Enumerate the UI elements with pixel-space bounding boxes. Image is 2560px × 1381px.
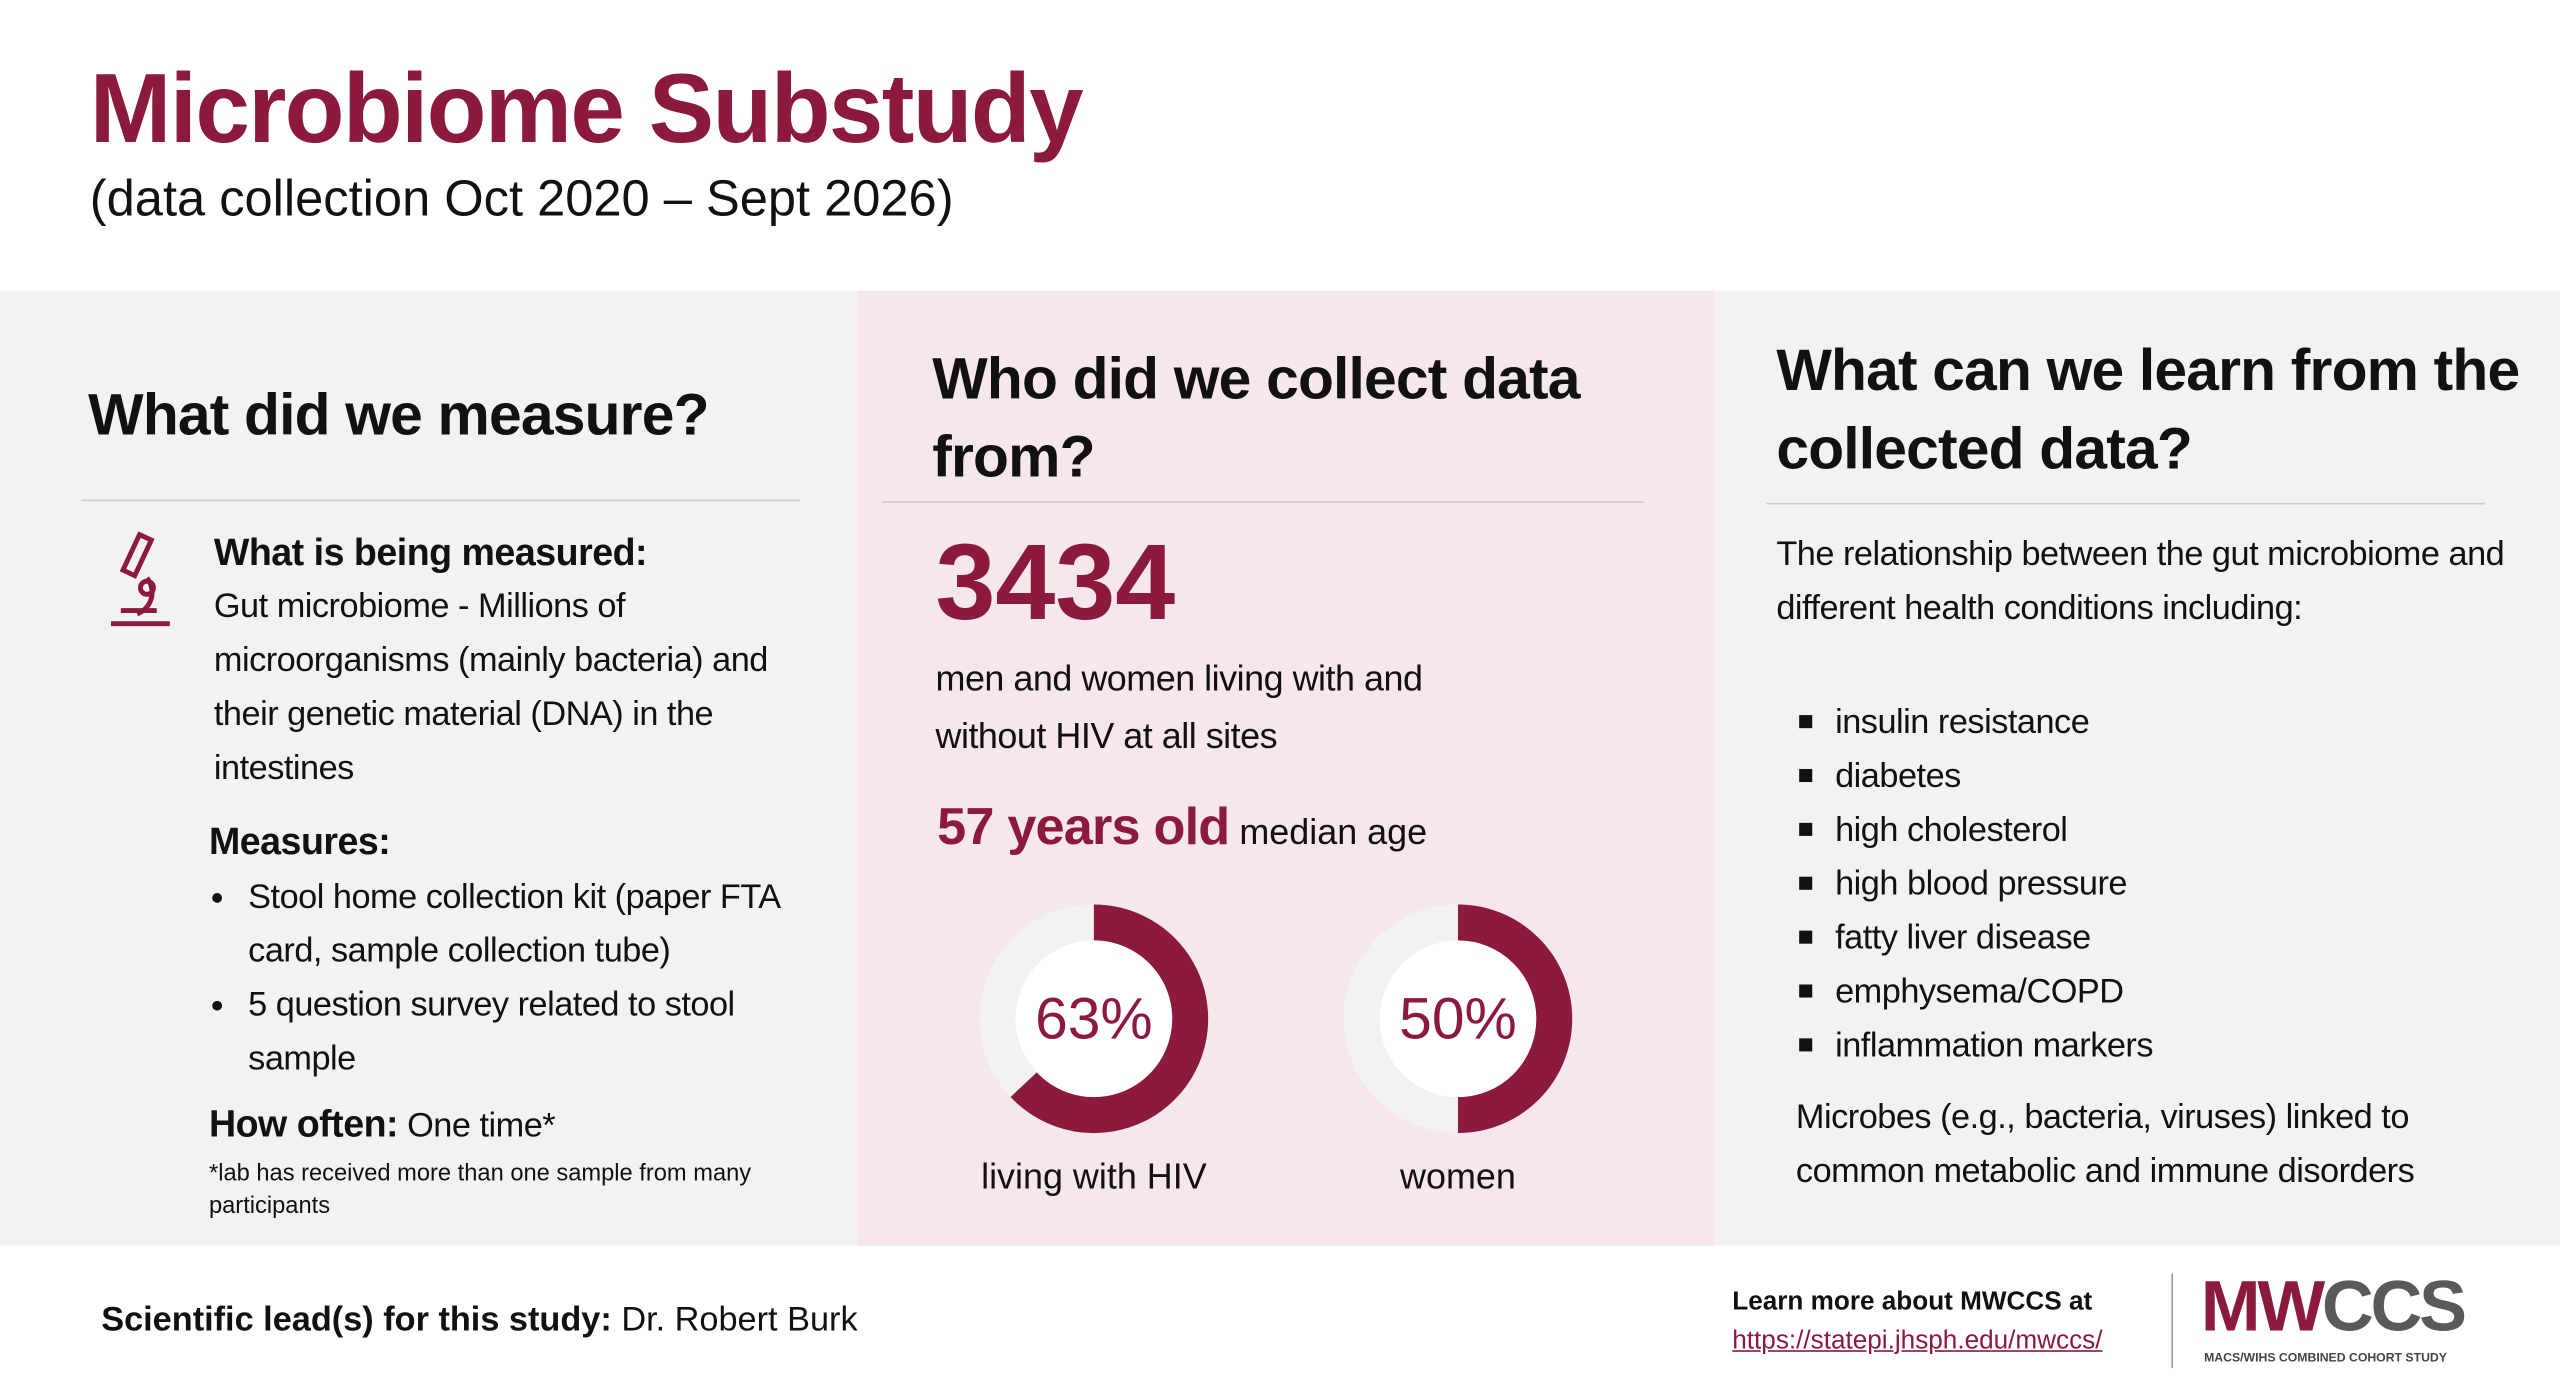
divider [1766, 502, 2485, 505]
what-text: Gut microbiome - Millions of microorgani… [213, 587, 768, 787]
age: 57 years old median age [937, 797, 1427, 857]
measures-list: Stool home collection kit (paper FTA car… [209, 870, 813, 1086]
donut: 63% [979, 904, 1209, 1134]
logo: MWCCS [2200, 1266, 2467, 1349]
who-panel [857, 290, 1715, 1246]
donut-label: 63% [1035, 986, 1153, 1051]
participant-count: 3434 [935, 520, 1176, 642]
logo-right: CCS [2321, 1266, 2467, 1347]
learn-intro: The relationship between the gut microbi… [1776, 535, 2505, 627]
logo-left: MW [2200, 1266, 2325, 1347]
donut-inner [1015, 940, 1173, 1098]
section-heading: What can we learn from the collected dat… [1776, 336, 2520, 482]
donut-inner [1379, 940, 1537, 1098]
measures-label: Measures: [208, 819, 391, 863]
donut: 50% [1343, 904, 1573, 1134]
logo-tagline: MACS/WIHS COMBINED COHORT STUDY [2204, 1350, 2447, 1365]
condition-item: diabetes [1776, 749, 2153, 803]
learn-more: Learn more about MWCCS at [1732, 1288, 2093, 1316]
microscope-icon [111, 531, 170, 627]
section-heading: Who did we collect data from? [932, 344, 1580, 490]
donut-label: 50% [1399, 986, 1517, 1051]
age-value: 57 years old [937, 796, 1230, 856]
divider [81, 499, 800, 502]
measure-panel [0, 290, 858, 1246]
condition-item: high blood pressure [1776, 857, 2153, 911]
condition-item: high cholesterol [1776, 803, 2153, 857]
donut-arc [1457, 904, 1573, 1134]
lead-name: Dr. Robert Burk [621, 1301, 858, 1339]
age-text: median age [1239, 811, 1428, 853]
url-link[interactable]: https://statepi.jhsph.edu/mwccs/ [1732, 1327, 2103, 1356]
what-label: What is being measured: [213, 530, 648, 574]
donut-arc [1010, 904, 1209, 1134]
count-text: men and women living with and without HI… [935, 657, 1423, 756]
section-heading: What did we measure? [88, 380, 709, 448]
condition-item: fatty liver disease [1776, 911, 2153, 965]
measure-item: Stool home collection kit (paper FTA car… [209, 870, 813, 978]
footnote: *lab has received more than one sample f… [208, 1160, 752, 1220]
title: Microbiome Substudy [89, 53, 1084, 164]
conditions-list: insulin resistance diabetes high cholester… [1776, 696, 2154, 1073]
donut-caption: living with HIV [981, 1155, 1207, 1197]
subtitle: (data collection Oct 2020 – Sept 2026) [89, 169, 954, 227]
condition-item: inflammation markers [1776, 1019, 2154, 1073]
condition-item: insulin resistance [1776, 696, 2153, 750]
condition-item: emphysema/COPD [1776, 965, 2153, 1019]
learn-panel [1714, 290, 2560, 1246]
learn-outro: Microbes (e.g., bacteria, viruses) linke… [1795, 1098, 2415, 1191]
how-often: How often: One time* [208, 1097, 556, 1153]
footer-divider [2171, 1273, 2174, 1369]
lead: Scientific lead(s) for this study: Dr. R… [101, 1301, 857, 1340]
donut-caption: women [1400, 1155, 1516, 1197]
lead-label: Scientific lead(s) for this study: [101, 1301, 612, 1339]
how-often-value: One time* [407, 1106, 556, 1145]
measure-item: 5 question survey related to stool sampl… [209, 978, 813, 1086]
divider [881, 501, 1645, 503]
how-often-label: How often: [208, 1102, 399, 1145]
